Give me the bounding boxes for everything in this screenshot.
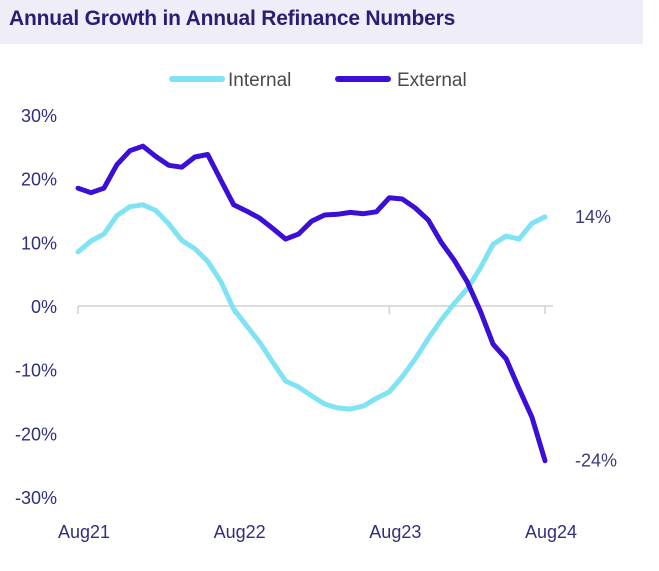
- series-lines: [75, 143, 548, 464]
- y-tick-label: -30%: [15, 488, 57, 508]
- y-tick-label: 30%: [21, 106, 57, 126]
- end-label-internal: 14%: [575, 207, 611, 227]
- end-labels: 14% -24%: [575, 207, 617, 471]
- x-tick-label: Aug23: [369, 522, 421, 542]
- y-tick-label: -20%: [15, 424, 57, 444]
- legend: Internal External: [169, 70, 467, 91]
- y-tick-label: 0%: [31, 297, 57, 317]
- title-bar: Annual Growth in Annual Refinance Number…: [0, 0, 643, 44]
- x-tick-label: Aug22: [214, 522, 266, 542]
- legend-label-internal: Internal: [228, 70, 291, 91]
- x-tick-label: Aug21: [58, 522, 110, 542]
- legend-label-external: External: [397, 70, 467, 91]
- end-label-external: -24%: [575, 451, 617, 471]
- y-tick-label: -10%: [15, 361, 57, 381]
- chart-title: Annual Growth in Annual Refinance Number…: [9, 7, 456, 30]
- series-line-internal: [75, 202, 548, 412]
- y-tick-label: 20%: [21, 170, 57, 190]
- axes: Aug21 Aug22 Aug23 Aug24 30% 20% 10% 0% -10% -20% -…: [15, 106, 577, 542]
- series-line-external: [75, 143, 548, 464]
- y-tick-label: 10%: [21, 233, 57, 253]
- x-tick-label: Aug24: [525, 522, 577, 542]
